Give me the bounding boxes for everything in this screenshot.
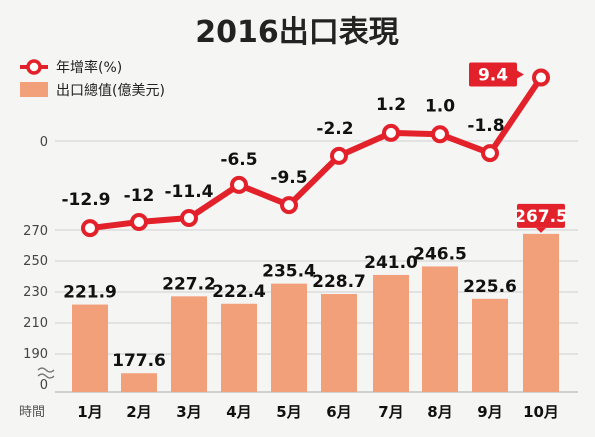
bar-label-pointer (536, 227, 546, 233)
x-axis-label: 時間 (19, 405, 45, 420)
x-tick-label: 8月 (427, 403, 452, 421)
x-tick-label: 10月 (523, 403, 559, 421)
line-point-2月 (130, 213, 148, 231)
bar-label-highlight-box (517, 203, 565, 228)
x-tick-label: 6月 (326, 403, 351, 421)
bar-y-tick-230: 230 (23, 285, 48, 300)
legend-line-marker (26, 59, 42, 75)
line-point-10月 (532, 68, 550, 87)
x-tick-label: 9月 (477, 403, 502, 421)
line-value-label: -2.2 (316, 119, 353, 139)
line-y-tick-0: 0 (40, 135, 48, 150)
x-axis-categories: 1月 2月 3月 4月 5月 6月 7月 8月 9月 10月 (77, 403, 559, 421)
bar-value-label: 228.7 (312, 272, 366, 292)
bar-value-label: 241.0 (364, 253, 418, 273)
line-point-5月 (280, 196, 298, 215)
line-value-label: 1.0 (425, 96, 455, 116)
bar-y-tick-190: 190 (23, 347, 48, 362)
line-value-label: 1.2 (376, 95, 406, 115)
line-path (89, 75, 544, 232)
x-tick-label: 1月 (77, 403, 102, 421)
bar-y-ticks: 270 250 230 210 190 0 (23, 224, 48, 393)
bar-y-tick-210: 210 (23, 316, 48, 331)
bar-value-label: 267.5 (514, 207, 568, 227)
line-value-labels: -12.9 -12 -11.4 -6.5 -9.5 -2.2 1.2 1.0 -1.8 9.4 (62, 62, 524, 210)
bar-9月 (472, 298, 508, 392)
bar-5月 (271, 283, 307, 392)
legend: 年增率(%) 出口總值(億美元) (20, 59, 165, 99)
x-tick-label: 4月 (226, 403, 251, 421)
line-label-pointer (517, 70, 524, 79)
bar-6月 (321, 294, 357, 392)
line-point-7月 (382, 123, 400, 142)
line-point-9月 (481, 144, 499, 163)
bar-value-labels: 221.9 177.6 227.2222.4235.4228.7241.0246.5… (63, 203, 568, 371)
bar-value-label: 177.6 (112, 351, 166, 371)
line-point-4月 (230, 175, 248, 194)
bar-value-label: 222.4 (212, 282, 266, 302)
bar-7月 (373, 274, 409, 392)
bar-2月 (121, 373, 157, 392)
line-value-label: 9.4 (478, 66, 508, 86)
bar-value-label: 246.5 (413, 244, 467, 264)
line-value-label: -11.4 (165, 182, 214, 202)
line-value-label: -12 (124, 186, 155, 206)
x-tick-label: 3月 (176, 403, 201, 421)
x-tick-label: 5月 (276, 403, 301, 421)
bar-1月 (72, 304, 108, 392)
x-tick-label: 7月 (378, 403, 403, 421)
legend-bar-swatch (20, 82, 48, 97)
line-value-label: -12.9 (62, 190, 111, 210)
bar-y-tick-250: 250 (23, 254, 48, 269)
legend-line-label: 年增率(%) (56, 59, 122, 76)
line-series (81, 68, 550, 238)
line-value-label: -9.5 (270, 168, 307, 188)
bar-value-label: 235.4 (262, 262, 316, 282)
bar-10月 (523, 233, 559, 392)
line-point-3月 (180, 208, 198, 227)
bar-value-label: 225.6 (463, 277, 517, 297)
bar-8月 (422, 266, 458, 392)
axis-break-icon (37, 367, 55, 379)
chart-title: 2016出口表現 (195, 15, 399, 50)
x-tick-label: 2月 (126, 403, 151, 421)
legend-bar-label: 出口總值(億美元) (56, 82, 165, 99)
line-point-6月 (330, 146, 348, 165)
bar-value-label: 221.9 (63, 283, 117, 303)
line-value-label: -1.8 (467, 116, 504, 136)
bar-3月 (171, 296, 207, 392)
bar-4月 (221, 303, 257, 392)
line-label-highlight-box (469, 62, 517, 87)
line-point-1月 (81, 219, 99, 238)
bar-y-tick-0: 0 (40, 378, 48, 393)
bar-value-label: 227.2 (162, 274, 216, 294)
line-value-label: -6.5 (220, 150, 257, 170)
bar-series (72, 233, 559, 392)
bar-y-tick-270: 270 (23, 224, 48, 239)
line-point-8月 (431, 125, 449, 144)
